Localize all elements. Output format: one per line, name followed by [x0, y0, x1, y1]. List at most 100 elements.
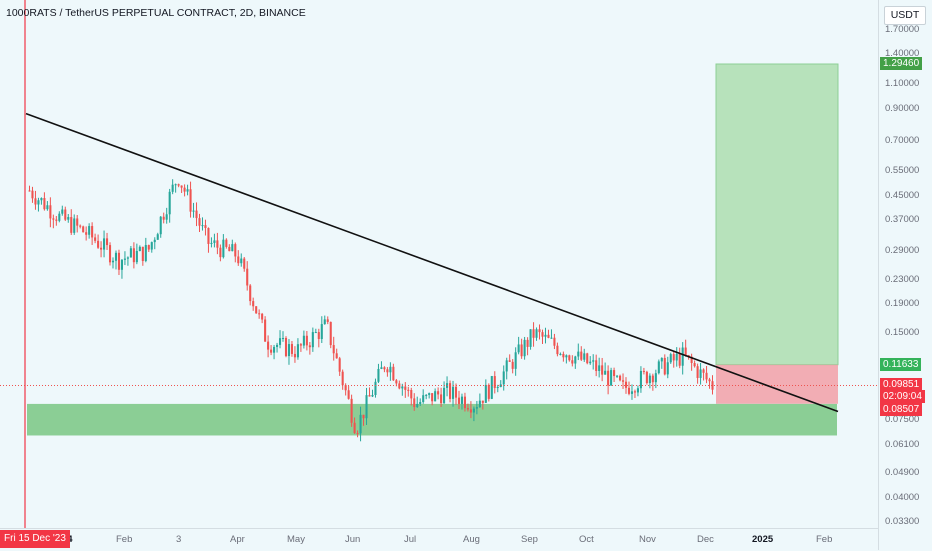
candle-body: [120, 259, 123, 270]
price-tick-label: 1.70000: [885, 24, 920, 35]
candle-body: [222, 239, 225, 258]
candle-body: [314, 332, 317, 334]
candle-body: [311, 332, 314, 348]
candle-body: [708, 379, 711, 382]
candle-body: [678, 353, 681, 366]
time-tick-label: Oct: [579, 534, 594, 545]
price-tag-stop: 0.08507: [880, 402, 923, 416]
candle-body: [460, 396, 464, 404]
time-tick-label: Apr: [230, 534, 245, 545]
candle-body: [696, 366, 699, 378]
price-tag-countdown: 02:09:04: [880, 390, 925, 404]
candle-body: [657, 361, 660, 374]
candle-body: [91, 226, 94, 238]
candle-body: [138, 246, 141, 251]
symbol-title[interactable]: 1000RATS / TetherUS PERPETUAL CONTRACT, …: [6, 7, 306, 19]
candle-body: [440, 394, 443, 404]
price-tick-label: 0.23000: [885, 273, 920, 285]
price-tick-label: 0.06100: [885, 439, 920, 451]
candle-body: [341, 371, 344, 386]
candle-body: [675, 353, 678, 361]
candle-body: [601, 365, 604, 375]
price-axis[interactable]: 1.70000 1.40000 1.10000 0.90000 0.70000 0.550…: [878, 0, 932, 550]
candle-body: [258, 313, 261, 315]
candle-body: [264, 319, 267, 342]
candle-body: [624, 381, 628, 388]
candle-body: [249, 285, 252, 302]
candle-body: [204, 225, 207, 229]
candle-body: [392, 366, 395, 381]
price-chart[interactable]: [0, 0, 878, 528]
candle-body: [278, 338, 282, 345]
candle-body: [344, 385, 347, 391]
candle-body: [350, 398, 353, 423]
candle-body: [299, 344, 302, 346]
candle-body: [457, 397, 461, 404]
currency-selector[interactable]: USDT: [884, 6, 926, 25]
support-zone: [27, 403, 837, 436]
price-tick-label: 0.04000: [885, 491, 920, 503]
time-tick-label: Aug: [463, 534, 480, 545]
candle-body: [64, 209, 67, 220]
candle-body: [40, 198, 43, 201]
candle-body: [407, 389, 410, 391]
candle-body: [58, 213, 61, 221]
candle-body: [523, 339, 526, 357]
candle-body: [362, 414, 365, 419]
candle-body: [132, 248, 135, 263]
candle-body: [356, 433, 359, 435]
candle-body: [246, 268, 249, 286]
candle-body: [171, 184, 174, 192]
candle-body: [135, 250, 138, 263]
candle-body: [514, 352, 517, 369]
candle-body: [338, 358, 341, 372]
candle-body: [79, 225, 82, 227]
candle-body: [70, 217, 73, 233]
candle-body: [517, 344, 520, 353]
candle-body: [323, 319, 326, 325]
candle-body: [82, 226, 85, 233]
candle-body: [666, 362, 669, 375]
candle-body: [147, 245, 150, 250]
candle-body: [511, 361, 514, 369]
candle-body: [565, 355, 568, 358]
candle-body: [347, 390, 350, 399]
candle-body: [389, 366, 392, 373]
price-tick-label: 0.15000: [885, 327, 920, 339]
price-tick-label: 0.29000: [885, 244, 920, 256]
candle-body: [189, 189, 192, 212]
candle-body: [255, 306, 258, 314]
candle-body: [487, 384, 490, 399]
time-axis[interactable]: 24Feb3AprMayJunJulAugSepOctNovDec2025Feb: [0, 528, 878, 551]
candle-body: [502, 371, 505, 385]
candle-body: [281, 337, 285, 339]
candle-body: [240, 258, 243, 264]
chart-area[interactable]: [0, 0, 878, 528]
price-tick-label: 0.37000: [885, 214, 920, 226]
candle-body: [577, 351, 580, 357]
time-tick-label: 3: [176, 534, 182, 545]
time-tick-label: Feb: [116, 534, 133, 545]
price-tick-label: 0.07500: [885, 413, 920, 425]
candle-body: [270, 349, 273, 353]
candle-body: [580, 351, 583, 360]
candle-body: [699, 369, 702, 378]
candle-body: [335, 353, 338, 359]
time-tick-label: Jun: [345, 534, 361, 545]
candle-body: [174, 184, 177, 186]
candle-body: [177, 184, 180, 186]
candle-body: [88, 226, 91, 235]
time-tick-label: Nov: [639, 534, 656, 545]
candle-body: [186, 189, 189, 192]
price-tag-current: 0.09851: [880, 378, 923, 392]
price-tick-label: 1.40000: [885, 48, 920, 60]
candle-body: [478, 400, 481, 408]
candle-body: [144, 245, 147, 262]
candle-body: [639, 370, 642, 389]
candle-body: [276, 344, 279, 347]
candle-body: [165, 214, 168, 220]
loss-zone: [716, 364, 838, 404]
price-tick-label: 1.10000: [885, 78, 920, 90]
candle-body: [469, 409, 472, 413]
candle-body: [126, 257, 129, 259]
